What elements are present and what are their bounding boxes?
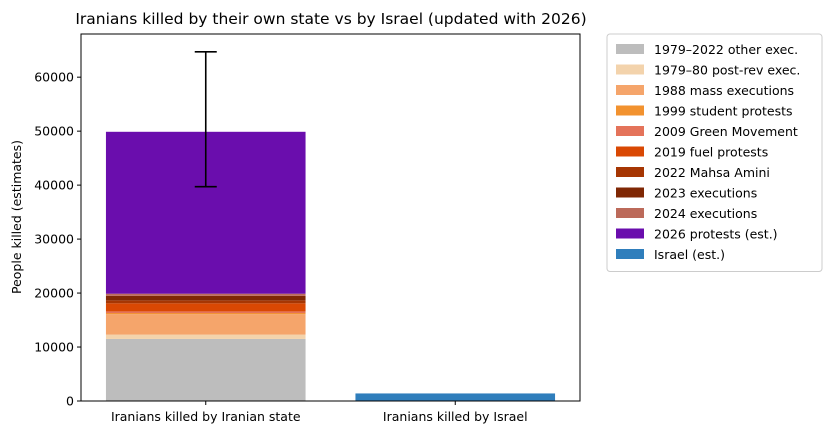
bar-segment-0-6	[105, 300, 306, 304]
legend-label-9: 2026 protests (est.)	[654, 227, 778, 242]
bar-segment-0-5	[105, 303, 306, 312]
bar-segment-0-1	[105, 334, 306, 339]
bar-segment-1-10	[355, 393, 556, 401]
legend-swatch-1	[616, 64, 644, 75]
bar-segment-0-7	[105, 295, 306, 301]
legend-swatch-6	[616, 167, 644, 177]
legend-swatch-0	[616, 44, 644, 54]
bar-segment-0-3	[105, 313, 306, 315]
plot-area: 0 10000 20000 30000 40000 50000 60000 Iranians …	[34, 33, 581, 424]
legend-label-10: Israel (est.)	[654, 247, 725, 262]
y-tick-label-2: 20000	[34, 286, 74, 301]
legend-swatch-9	[616, 228, 644, 239]
legend: 1979–2022 other exec. 1979–80 post-rev ex…	[606, 33, 823, 272]
legend-label-7: 2023 executions	[654, 186, 757, 201]
y-tick-label-4: 40000	[34, 178, 74, 193]
x-tick-label-0: Iranians killed by Iranian state	[111, 409, 301, 424]
axes-frame	[80, 33, 581, 402]
bar-segment-0-4	[105, 311, 306, 314]
legend-label-6: 2022 Mahsa Amini	[654, 165, 770, 180]
y-tick-label-1: 10000	[34, 340, 74, 355]
y-axis-label: People killed (estimates)	[9, 140, 24, 294]
bar-segment-0-8	[105, 293, 306, 296]
legend-label-0: 1979–2022 other exec.	[654, 42, 798, 57]
legend-label-1: 1979–80 post-rev exec.	[654, 63, 800, 78]
legend-label-3: 1999 student protests	[654, 104, 793, 119]
chart-title: Iranians killed by their own state vs by…	[75, 10, 586, 28]
y-tick-label-3: 30000	[34, 232, 74, 247]
legend-label-2: 1988 mass executions	[654, 83, 794, 98]
legend-label-8: 2024 executions	[654, 206, 757, 221]
legend-swatch-4	[616, 126, 644, 136]
y-tick-label-6: 60000	[34, 70, 74, 85]
legend-label-5: 2019 fuel protests	[654, 145, 768, 160]
bar-segment-0-0	[105, 338, 306, 401]
legend-swatch-10	[616, 249, 644, 259]
legend-label-4: 2009 Green Movement	[654, 124, 798, 139]
legend-swatch-5	[616, 146, 644, 157]
legend-swatch-2	[616, 85, 644, 95]
legend-swatch-8	[616, 208, 644, 218]
legend-swatch-3	[616, 105, 644, 116]
legend-box	[606, 33, 823, 272]
y-tick-label-5: 50000	[34, 124, 74, 139]
y-tick-label-0: 0	[66, 394, 74, 409]
x-tick-label-1: Iranians killed by Israel	[383, 409, 528, 424]
legend-swatch-7	[616, 187, 644, 198]
bar-segment-0-2	[105, 314, 306, 335]
